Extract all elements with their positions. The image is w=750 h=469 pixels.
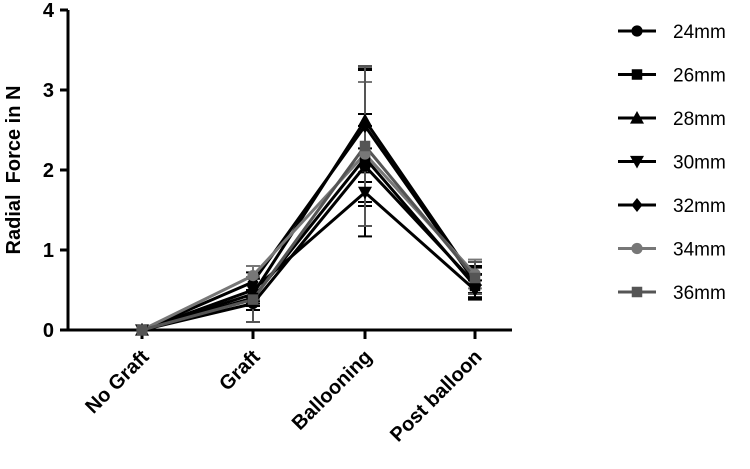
legend-marker [631,198,643,212]
data-point-36mm [469,272,481,284]
x-tick-label: No Graft [81,346,153,418]
legend-marker [631,286,643,298]
y-tick-label: 4 [43,0,55,22]
y-tick-label: 1 [43,240,54,262]
data-point-32mm [359,119,371,133]
x-tick-label: Post balloon [386,346,486,446]
series-line-24mm [141,163,477,332]
data-point-30mm [358,186,372,200]
series-line-30mm [141,190,476,332]
legend-label: 30mm [673,153,726,174]
legend-label: 24mm [673,22,726,43]
data-point-36mm [136,324,148,336]
legend-label: 32mm [673,196,726,217]
data-point-36mm [359,140,371,152]
data-point-36mm [247,294,259,305]
legend: 24mm 26mm 28mm 30mm 32mm 34mm 36mm [618,22,726,304]
legend-label: 36mm [673,283,726,304]
y-tick-label: 3 [43,80,54,102]
series-line-36mm [141,143,477,332]
y-ticks: 0 1 2 3 4 [43,0,68,342]
data-point-30mm [468,284,482,297]
x-tick-label: Graft [215,346,265,396]
data-point-30mm [246,284,260,297]
x-tick-label: Ballooning [288,346,377,435]
legend-marker [631,25,643,37]
y-tick-label: 0 [43,320,54,342]
series-markers [135,113,482,337]
series-line-32mm [141,123,477,332]
legend-marker [631,69,643,80]
series-line-28mm [141,117,477,332]
legend-marker [631,242,643,255]
legend-marker [630,155,644,169]
data-point-34mm [247,270,259,282]
y-axis-label: Radial Force in N [3,86,25,255]
series-lines [141,117,477,332]
legend-marker [630,111,644,124]
y-tick-label: 2 [43,160,54,182]
legend-label: 28mm [673,109,726,130]
legend-label: 26mm [673,66,726,87]
legend-label: 34mm [673,240,726,261]
x-ticks: No Graft Graft Ballooning Post balloon [81,330,487,446]
